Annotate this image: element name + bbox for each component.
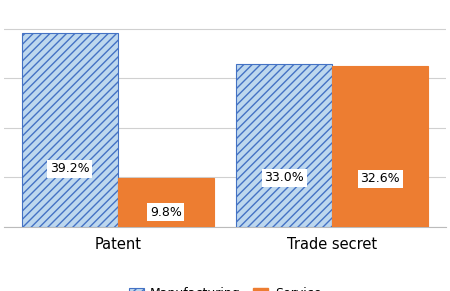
Bar (118, 178, 214, 227)
Legend: Manufacturing, Service: Manufacturing, Service (124, 282, 326, 291)
Text: 32.6%: 32.6% (360, 172, 400, 185)
Text: 9.8%: 9.8% (150, 206, 182, 219)
Text: 33.0%: 33.0% (265, 171, 304, 184)
Bar (332, 65, 428, 227)
Text: 39.2%: 39.2% (50, 162, 90, 175)
Bar (22, 33, 118, 227)
Bar (236, 64, 332, 227)
